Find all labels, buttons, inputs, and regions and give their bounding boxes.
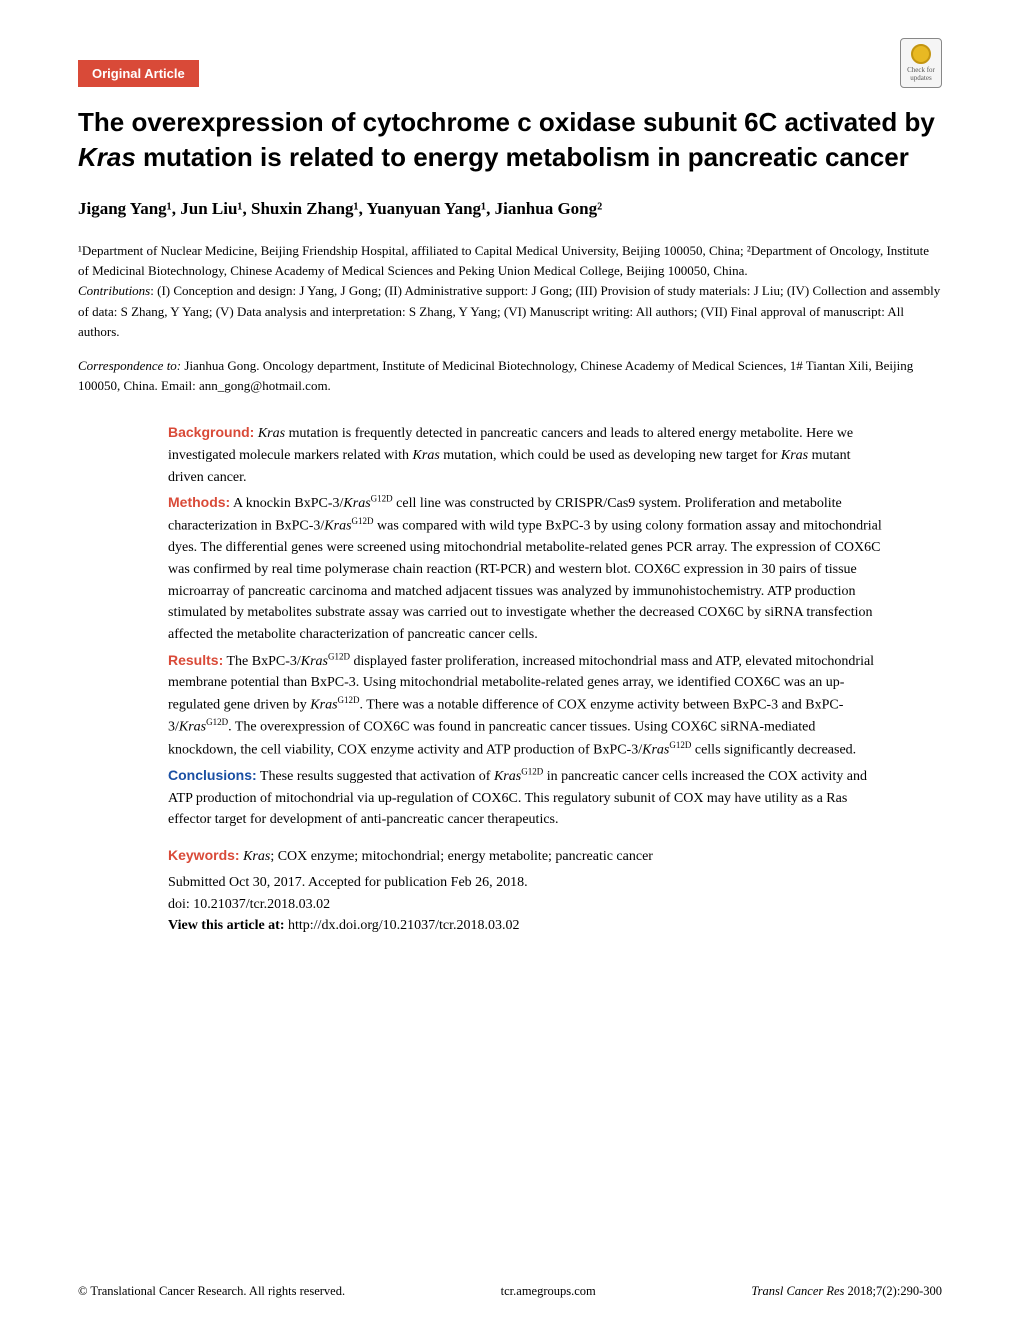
check-updates-icon[interactable]: Check for updates: [900, 38, 942, 88]
results-label: Results:: [168, 652, 223, 668]
contributions: : (I) Conception and design: J Yang, J G…: [78, 283, 940, 338]
title-pre: The overexpression of cytochrome c oxida…: [78, 107, 935, 137]
re-post: cells significantly decreased.: [691, 742, 856, 757]
bg-mid2: mutation, which could be used as develop…: [440, 448, 781, 463]
me-sup2: G12D: [352, 516, 374, 526]
footer-center: tcr.amegroups.com: [501, 1284, 596, 1299]
check-line1: Check for: [907, 66, 935, 74]
contributions-label: Contributions: [78, 283, 150, 298]
correspondence-block: Correspondence to: Jianhua Gong. Oncolog…: [78, 356, 942, 396]
abstract-keywords: Keywords: Kras; COX enzyme; mitochondria…: [168, 845, 882, 868]
re-pre: The BxPC-3/: [223, 654, 301, 669]
re-ital4: Kras: [642, 742, 669, 757]
footer-right-rest: 2018;7(2):290-300: [844, 1284, 942, 1298]
kw-post: ; COX enzyme; mitochondrial; energy meta…: [270, 849, 653, 864]
kw-ital1: Kras: [243, 849, 270, 864]
re-ital1: Kras: [301, 654, 328, 669]
correspondence: Jianhua Gong. Oncology department, Insti…: [78, 358, 913, 393]
doi-line: doi: 10.21037/tcr.2018.03.02: [168, 894, 882, 916]
re-sup3: G12D: [206, 717, 228, 727]
footer-right-ital: Transl Cancer Res: [751, 1284, 844, 1298]
bg-ital3: Kras: [781, 448, 808, 463]
affiliations-block: ¹Department of Nuclear Medicine, Beijing…: [78, 241, 942, 342]
correspondence-label: Correspondence to:: [78, 358, 181, 373]
footer-left: © Translational Cancer Research. All rig…: [78, 1284, 345, 1299]
re-sup4: G12D: [669, 740, 691, 750]
methods-label: Methods:: [168, 494, 230, 510]
conclusions-label: Conclusions:: [168, 767, 257, 783]
co-sup1: G12D: [521, 766, 543, 776]
view-line: View this article at: http://dx.doi.org/…: [168, 915, 882, 937]
re-sup2: G12D: [338, 695, 360, 705]
background-label: Background:: [168, 424, 254, 440]
affiliations: ¹Department of Nuclear Medicine, Beijing…: [78, 243, 929, 278]
view-label: View this article at:: [168, 918, 285, 933]
bg-ital1: Kras: [258, 426, 285, 441]
submitted-line: Submitted Oct 30, 2017. Accepted for pub…: [168, 872, 882, 894]
abstract-conclusions: Conclusions: These results suggested tha…: [168, 765, 882, 831]
view-url: http://dx.doi.org/10.21037/tcr.2018.03.0…: [285, 918, 520, 933]
re-ital3: Kras: [179, 720, 206, 735]
footer-right: Transl Cancer Res 2018;7(2):290-300: [751, 1284, 942, 1299]
me-ital1: Kras: [343, 496, 370, 511]
abstract: Background: Kras mutation is frequently …: [78, 422, 942, 937]
co-pre: These results suggested that activation …: [257, 769, 494, 784]
article-type-badge: Original Article: [78, 60, 199, 87]
co-ital1: Kras: [494, 769, 521, 784]
re-ital2: Kras: [310, 698, 337, 713]
abstract-background: Background: Kras mutation is frequently …: [168, 422, 882, 488]
bg-ital2: Kras: [413, 448, 440, 463]
keywords-label: Keywords:: [168, 847, 240, 863]
article-title: The overexpression of cytochrome c oxida…: [78, 105, 942, 175]
submission-block: Submitted Oct 30, 2017. Accepted for pub…: [168, 872, 882, 937]
page-footer: © Translational Cancer Research. All rig…: [78, 1284, 942, 1299]
title-post: mutation is related to energy metabolism…: [136, 142, 909, 172]
check-line2: updates: [910, 74, 931, 82]
re-sup1: G12D: [328, 651, 350, 661]
me-ital2: Kras: [324, 519, 351, 534]
abstract-methods: Methods: A knockin BxPC-3/KrasG12D cell …: [168, 492, 882, 645]
me-pre: A knockin BxPC-3/: [230, 496, 343, 511]
me-sup1: G12D: [371, 494, 393, 504]
abstract-results: Results: The BxPC-3/KrasG12D displayed f…: [168, 650, 882, 761]
title-italic: Kras: [78, 142, 136, 172]
me-post: was compared with wild type BxPC-3 by us…: [168, 519, 882, 642]
authors: Jigang Yang¹, Jun Liu¹, Shuxin Zhang¹, Y…: [78, 199, 942, 219]
